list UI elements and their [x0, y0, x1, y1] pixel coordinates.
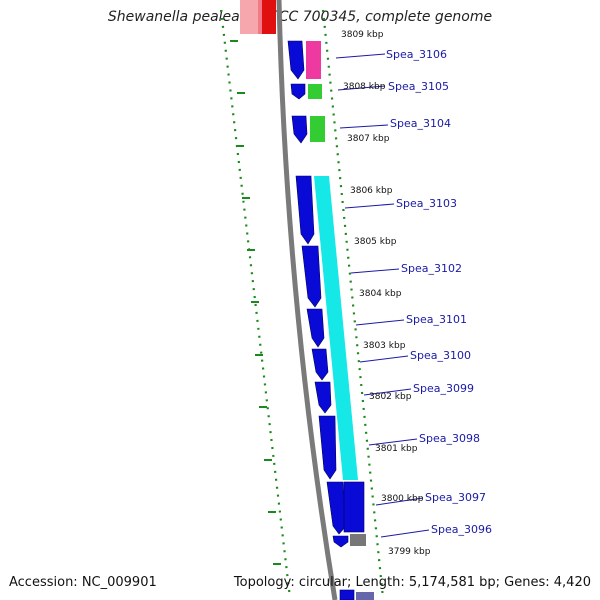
top-feature-pink-right [258, 0, 264, 34]
gene-label-spea-3102[interactable]: Spea_3102 [401, 262, 462, 275]
cds-arrow [295, 175, 315, 245]
scale-label: 3809 kbp [341, 30, 384, 40]
cds-block [343, 481, 365, 533]
gene-label-spea-3105[interactable]: Spea_3105 [388, 80, 449, 93]
accession-text: Accession: NC_009901 [9, 575, 157, 590]
scale-label: 3807 kbp [347, 134, 390, 144]
gene-label-spea-3098[interactable]: Spea_3098 [419, 432, 480, 445]
gene-label-spea-3100[interactable]: Spea_3100 [410, 349, 471, 362]
cds-arrow [287, 40, 305, 80]
cds-track [287, 40, 365, 600]
genome-backbone [276, 0, 338, 600]
scale-label: 3799 kbp [388, 547, 431, 557]
top-feature-red [262, 0, 276, 34]
feature-gray [350, 534, 366, 546]
gene-label-spea-3106[interactable]: Spea_3106 [386, 48, 447, 61]
cds-arrow [301, 245, 322, 308]
scale-label: 3805 kbp [354, 237, 397, 247]
cds-arrow [326, 481, 347, 535]
label-connectors [335, 53, 430, 538]
feature-lilac [356, 592, 374, 600]
cds-arrow [332, 535, 349, 548]
gene-label-spea-3097[interactable]: Spea_3097 [425, 491, 486, 504]
cds-arrow [306, 308, 325, 348]
cds-arrow [290, 83, 306, 100]
scale-label: 3802 kbp [369, 392, 412, 402]
gene-label-spea-3104[interactable]: Spea_3104 [390, 117, 451, 130]
gene-label-spea-3099[interactable]: Spea_3099 [413, 382, 474, 395]
cds-arrow [314, 381, 332, 414]
cds-arrow [291, 115, 308, 144]
feature-pink [306, 41, 321, 79]
scale-ticks [230, 40, 281, 565]
cds-arrow [318, 415, 337, 480]
gene-label-spea-3103[interactable]: Spea_3103 [396, 197, 457, 210]
gene-label-spea-3096[interactable]: Spea_3096 [431, 523, 492, 536]
scale-label: 3801 kbp [375, 444, 418, 454]
genome-summary-text: Topology: circular; Length: 5,174,581 bp… [233, 575, 591, 590]
feature-green [310, 116, 325, 142]
scale-label: 3804 kbp [359, 289, 402, 299]
cds-block [339, 589, 355, 600]
scale-label: 3803 kbp [363, 341, 406, 351]
map-title: Shewanella pealeana ATCC 700345, complet… [107, 9, 493, 25]
scale-label: 3806 kbp [350, 186, 393, 196]
gene-label-spea-3101[interactable]: Spea_3101 [406, 313, 467, 326]
feature-cyan [314, 176, 358, 480]
cds-arrow [311, 348, 329, 381]
outer-dotted-track [219, 9, 292, 599]
scale-label: 3800 kbp [381, 494, 424, 504]
feature-green [308, 84, 322, 99]
scale-label: 3808 kbp [343, 82, 386, 92]
top-feature-pink-left [240, 0, 258, 34]
